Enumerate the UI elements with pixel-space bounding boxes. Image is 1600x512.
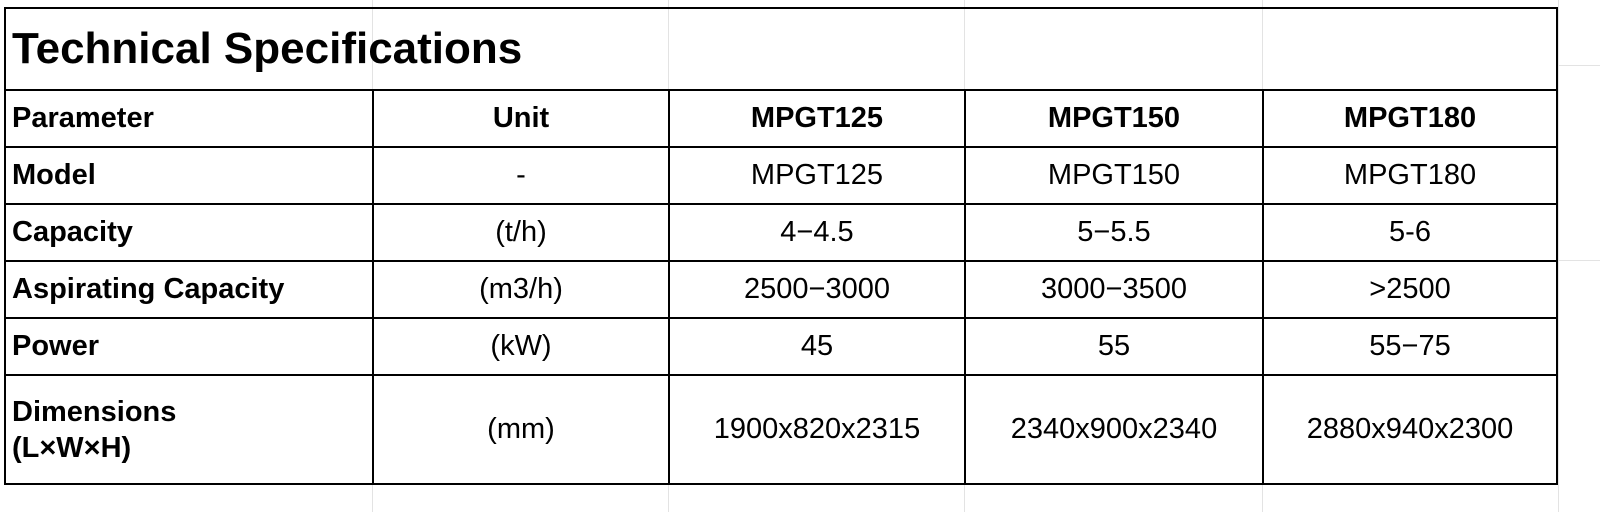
row-value: 55−75: [1261, 317, 1559, 376]
sheet-gridline: [1558, 0, 1559, 512]
row-value: 1900x820x2315: [668, 374, 966, 485]
sheet-gridline: [1558, 260, 1600, 261]
table-row: Model - MPGT125 MPGT150 MPGT180: [4, 146, 1559, 205]
table-row: Dimensions (L×W×H) (mm) 1900x820x2315 234…: [4, 374, 1559, 485]
row-parameter: Power: [4, 317, 374, 376]
header-unit: Unit: [372, 89, 670, 148]
specifications-table: Technical Specifications Parameter Unit …: [3, 7, 1559, 485]
header-mpgt180: MPGT180: [1261, 89, 1559, 148]
row-unit: (mm): [372, 374, 670, 485]
row-value: 45: [668, 317, 966, 376]
row-unit: -: [372, 146, 670, 205]
row-parameter: Model: [4, 146, 374, 205]
row-value: 5-6: [1261, 203, 1559, 262]
row-value: >2500: [1261, 260, 1559, 319]
parameter-line: Dimensions: [12, 395, 177, 428]
row-value: 5−5.5: [964, 203, 1264, 262]
table-row: Aspirating Capacity (m3/h) 2500−3000 300…: [4, 260, 1559, 319]
row-value: 2880x940x2300: [1261, 374, 1559, 485]
row-value: 3000−3500: [964, 260, 1264, 319]
row-unit: (t/h): [372, 203, 670, 262]
sheet-gridline: [1558, 65, 1600, 66]
row-value: MPGT125: [668, 146, 966, 205]
row-value: 55: [964, 317, 1264, 376]
row-parameter: Capacity: [4, 203, 374, 262]
row-value: 4−4.5: [668, 203, 966, 262]
row-unit: (m3/h): [372, 260, 670, 319]
row-parameter: Aspirating Capacity: [4, 260, 374, 319]
header-mpgt125: MPGT125: [668, 89, 966, 148]
row-unit: (kW): [372, 317, 670, 376]
header-mpgt150: MPGT150: [964, 89, 1264, 148]
parameter-line: (L×W×H): [12, 431, 132, 464]
header-parameter: Parameter: [4, 89, 374, 148]
row-value: MPGT180: [1261, 146, 1559, 205]
row-value: 2500−3000: [668, 260, 966, 319]
row-value: MPGT150: [964, 146, 1264, 205]
table-title: Technical Specifications: [3, 7, 1559, 91]
row-value: 2340x900x2340: [964, 374, 1264, 485]
row-parameter: Dimensions (L×W×H): [4, 374, 374, 485]
table-row: Capacity (t/h) 4−4.5 5−5.5 5-6: [4, 203, 1559, 262]
table-row: Power (kW) 45 55 55−75: [4, 317, 1559, 376]
header-row: Parameter Unit MPGT125 MPGT150 MPGT180: [4, 89, 1559, 148]
